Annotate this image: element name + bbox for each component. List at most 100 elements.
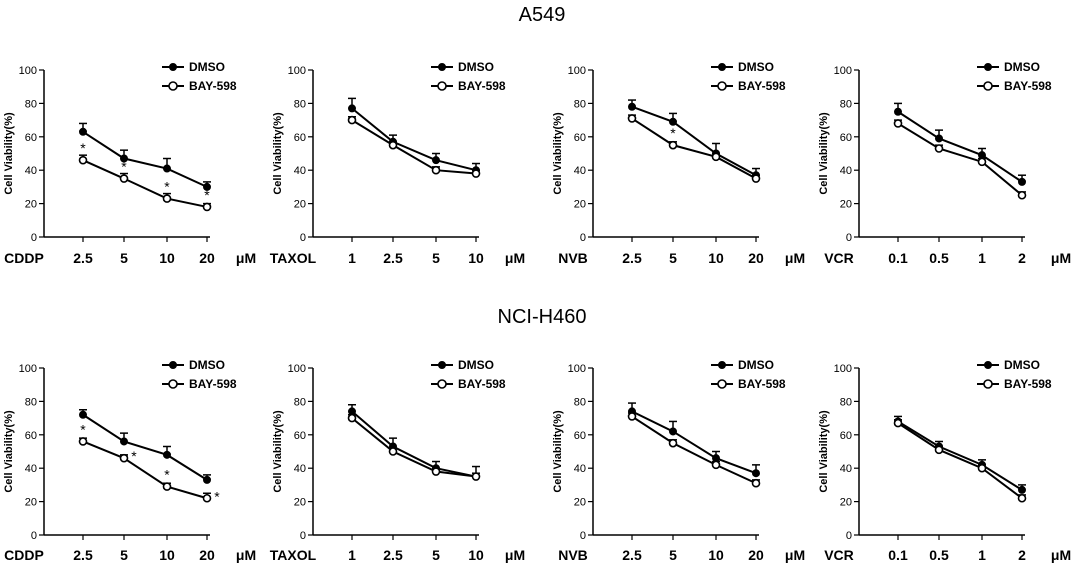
unit-label: μM [785, 547, 805, 563]
y-tick-label: 100 [288, 363, 306, 375]
data-point-bay-598 [668, 140, 678, 150]
data-point-dmso [79, 127, 88, 136]
significance-star: * [214, 488, 220, 504]
data-point-dmso [627, 102, 636, 111]
y-axis-label: Cell Viability(%) [3, 112, 15, 195]
legend-marker [717, 81, 727, 91]
legend-marker [983, 81, 993, 91]
series-line-dmso [82, 413, 208, 481]
y-tick-label: 20 [294, 199, 306, 211]
y-tick-label: 60 [25, 430, 37, 442]
data-point-dmso [163, 164, 172, 173]
x-tick-label: 0.1 [888, 547, 908, 563]
legend-marker [717, 379, 727, 389]
data-point-dmso [893, 107, 902, 116]
y-tick-label: 60 [294, 132, 306, 144]
x-tick-label: 1 [348, 547, 356, 563]
unit-label: μM [505, 250, 525, 266]
x-tick-label: 2 [1018, 547, 1026, 563]
data-point-bay-598 [431, 165, 441, 175]
legend-label-bay-598: BAY-598 [1004, 79, 1052, 93]
y-tick-label: 80 [574, 396, 586, 408]
drug-label: CDDP [4, 250, 44, 266]
legend-label-dmso: DMSO [189, 358, 225, 372]
y-tick-label: 0 [846, 232, 852, 244]
x-tick-label: 10 [708, 547, 724, 563]
legend-label-bay-598: BAY-598 [458, 79, 506, 93]
data-point-bay-598 [471, 472, 481, 481]
legend-marker [437, 62, 446, 71]
data-point-bay-598 [893, 119, 903, 128]
series-line-dmso [351, 107, 477, 172]
x-tick-label: 1 [978, 250, 986, 266]
legend-label-bay-598: BAY-598 [1004, 377, 1052, 391]
y-tick-label: 0 [580, 232, 586, 244]
legend-marker [717, 360, 726, 369]
y-tick-label: 100 [834, 363, 852, 375]
legend-marker [437, 360, 446, 369]
drug-label: NVB [558, 547, 588, 563]
y-tick-label: 20 [574, 199, 586, 211]
data-point-dmso [120, 154, 129, 163]
x-tick-label: 10 [468, 547, 484, 563]
y-tick-label: 20 [294, 497, 306, 509]
drug-label: TAXOL [270, 547, 317, 563]
y-tick-label: 0 [300, 530, 306, 542]
x-tick-label: 1 [978, 547, 986, 563]
data-point-bay-598 [627, 114, 637, 123]
data-point-bay-598 [668, 438, 678, 448]
data-point-dmso [203, 182, 212, 191]
data-point-bay-598 [388, 140, 398, 150]
x-tick-label: 2.5 [383, 547, 403, 563]
drug-label: TAXOL [270, 250, 317, 266]
y-tick-label: 100 [288, 65, 306, 77]
legend-marker [983, 360, 992, 369]
data-point-dmso [711, 454, 720, 463]
y-tick-label: 0 [580, 530, 586, 542]
y-tick-label: 0 [846, 530, 852, 542]
x-tick-label: 2.5 [622, 547, 642, 563]
series-line-bay-598 [631, 117, 757, 180]
y-tick-label: 20 [840, 497, 852, 509]
data-point-bay-598 [1017, 493, 1027, 503]
legend-marker [437, 81, 447, 91]
data-point-bay-598 [78, 155, 88, 165]
y-axis-label: Cell Viability(%) [818, 410, 830, 493]
significance-star: * [121, 159, 127, 175]
data-point-bay-598 [627, 412, 637, 421]
series-line-bay-598 [351, 417, 477, 478]
data-point-bay-598 [119, 453, 129, 463]
y-axis-label: Cell Viability(%) [272, 410, 284, 493]
unit-label: μM [785, 250, 805, 266]
y-axis-label: Cell Viability(%) [552, 112, 564, 195]
data-point-dmso [668, 117, 677, 126]
y-tick-label: 40 [25, 165, 37, 177]
panel-nci-h460-nvb: 0 20 40 60 80 100 Cell Viability(%) 2.5 5 10 20 NVB… [552, 358, 805, 563]
y-axis-label: Cell Viability(%) [3, 410, 15, 493]
y-tick-label: 40 [574, 165, 586, 177]
panel-nci-h460-vcr: 0 20 40 60 80 100 Cell Viability(%) 0.1 0.5 1 2 VCR… [818, 358, 1071, 563]
y-tick-label: 100 [568, 363, 586, 375]
data-point-bay-598 [162, 194, 172, 203]
data-point-bay-598 [934, 445, 944, 455]
drug-label: CDDP [4, 547, 44, 563]
y-tick-label: 60 [840, 132, 852, 144]
legend-label-bay-598: BAY-598 [738, 79, 786, 93]
x-tick-label: 2.5 [73, 250, 93, 266]
y-tick-label: 40 [840, 463, 852, 475]
series-line-dmso [631, 105, 757, 177]
data-point-bay-598 [431, 467, 441, 476]
data-point-bay-598 [162, 482, 172, 491]
data-point-bay-598 [202, 202, 212, 212]
legend-label-dmso: DMSO [1004, 60, 1040, 74]
data-point-bay-598 [934, 144, 944, 153]
y-tick-label: 40 [574, 463, 586, 475]
legend-marker [169, 62, 178, 71]
x-tick-label: 5 [432, 250, 440, 266]
series-line-bay-598 [897, 422, 1023, 500]
y-tick-label: 20 [25, 199, 37, 211]
legend-label-dmso: DMSO [458, 358, 494, 372]
data-point-bay-598 [751, 174, 761, 183]
data-point-dmso [163, 450, 172, 459]
